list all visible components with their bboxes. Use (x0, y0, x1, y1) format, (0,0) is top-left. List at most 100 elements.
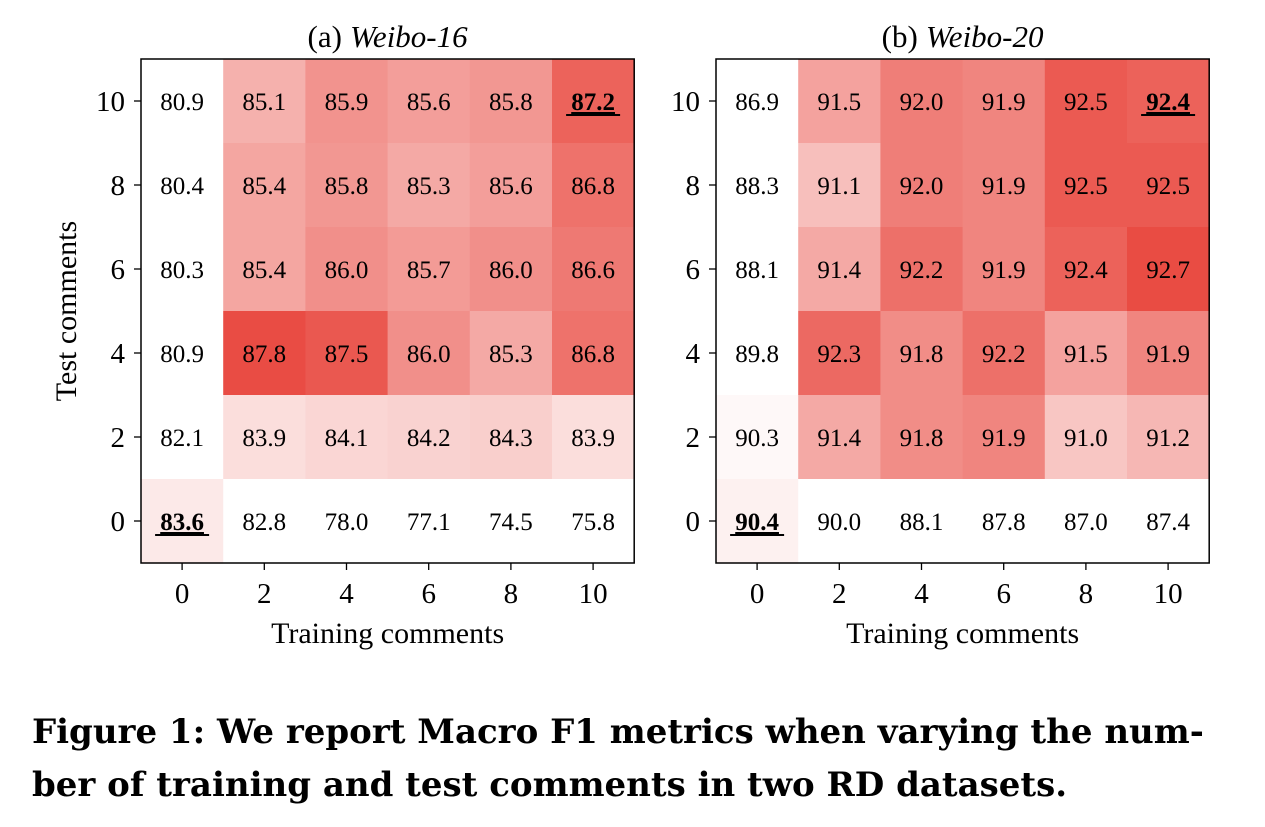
x-tick-label: 4 (339, 578, 354, 610)
cell-value-label: 91.0 (1064, 425, 1108, 452)
x-tick-label: 0 (175, 578, 190, 610)
x-tick-label: 2 (832, 578, 847, 610)
heatmap-cell (962, 311, 1046, 396)
cell-value-label: 80.9 (160, 341, 204, 368)
cell-value-label: 87.4 (1146, 509, 1190, 536)
heatmap-cell (716, 227, 799, 312)
y-tick-label: 8 (111, 170, 126, 202)
figure: 80.9 85.1 85.9 85.6 85.8 87.2 80.4 85.4 85.8 85.3… (50, 19, 1210, 650)
cell-value-label: 86.0 (407, 341, 451, 368)
cell-value-label: 92.0 (900, 173, 944, 200)
heatmap-cell (223, 395, 306, 480)
heatmap-cell (716, 143, 799, 228)
heatmap-cell (962, 479, 1046, 564)
cell-value-label: 83.9 (571, 425, 615, 452)
heatmap-cell (469, 395, 553, 480)
heatmap-cell (387, 311, 471, 396)
heatmap-cell (223, 311, 306, 396)
heatmap-cell (141, 227, 224, 312)
heatmap-cell (962, 227, 1046, 312)
heatmap-cell (798, 143, 881, 228)
cell-value-label: 91.5 (817, 89, 861, 116)
heatmap-cell (552, 311, 635, 396)
cell-value-label: 91.2 (1146, 425, 1190, 452)
plot-frame (715, 58, 1210, 564)
cell-value-label: 92.4 (1064, 257, 1108, 284)
x-tick-label: 10 (579, 578, 608, 610)
caption-line-1: Figure 1: We report Macro F1 metrics whe… (32, 712, 1204, 752)
heatmap-cell (880, 143, 964, 228)
cell-value-label: 86.8 (571, 173, 615, 200)
cell-value-label: 86.8 (571, 341, 615, 368)
cell-value-label: 88.1 (735, 257, 779, 284)
chart-title: (a) Weibo-16 (308, 19, 469, 54)
cell-value-label: 84.3 (489, 425, 533, 452)
heatmap-cell (880, 59, 964, 144)
heatmap-weibo-16: 80.9 85.1 85.9 85.6 85.8 87.2 80.4 85.4 85.8 85.3… (50, 19, 635, 650)
cell-value-label: 91.4 (817, 257, 861, 284)
cell-value-label: 92.4 (1146, 89, 1190, 116)
chart-title-name: Weibo-20 (926, 19, 1044, 54)
cell-value-label: 92.2 (982, 341, 1026, 368)
heatmap-cell (798, 227, 881, 312)
y-tick-label: 6 (686, 254, 701, 286)
cell-value-label: 87.8 (242, 341, 286, 368)
cell-value-label: 85.8 (325, 173, 369, 200)
y-tick-label: 2 (686, 422, 701, 454)
cell-value-label: 85.8 (489, 89, 533, 116)
cell-value-label: 85.9 (325, 89, 369, 116)
heatmap-cell (798, 395, 881, 480)
heatmap-cell (223, 479, 306, 564)
cell-value-label: 85.3 (489, 341, 533, 368)
heatmap-cell (716, 59, 799, 144)
cell-value-label: 92.5 (1064, 173, 1108, 200)
y-tick-label: 4 (111, 338, 126, 370)
cell-value-label: 85.4 (242, 173, 286, 200)
heatmap-cell (880, 227, 964, 312)
cell-value-label: 90.3 (735, 425, 779, 452)
y-tick-label: 4 (686, 338, 701, 370)
heatmap-cell (552, 59, 635, 144)
y-tick-label: 0 (111, 506, 126, 538)
x-axis-label: Training comments (846, 617, 1079, 650)
heatmap-cell (223, 227, 306, 312)
cell-value-label: 90.0 (817, 509, 861, 536)
y-tick-label: 6 (111, 254, 126, 286)
cell-value-label: 80.9 (160, 89, 204, 116)
x-tick-label: 2 (257, 578, 272, 610)
heatmap-cell (1127, 143, 1210, 228)
cell-value-label: 91.8 (900, 425, 944, 452)
heatmap-cell (387, 143, 471, 228)
cell-value-label: 92.5 (1064, 89, 1108, 116)
heatmap-cell (716, 395, 799, 480)
y-tick-label: 10 (96, 86, 125, 118)
heatmap-cell (1044, 311, 1128, 396)
cell-value-label: 91.4 (817, 425, 861, 452)
cell-value-label: 92.5 (1146, 173, 1190, 200)
cell-value-label: 88.1 (900, 509, 944, 536)
heatmap-cell (305, 395, 389, 480)
y-tick-label: 10 (671, 86, 700, 118)
cell-value-label: 80.3 (160, 257, 204, 284)
x-tick-label: 0 (750, 578, 765, 610)
heatmap-cell (716, 479, 799, 564)
heatmap-cell (469, 311, 553, 396)
heatmap-cell (716, 311, 799, 396)
heatmap-cell (305, 143, 389, 228)
cell-value-label: 85.6 (489, 173, 533, 200)
heatmap-cell (798, 479, 881, 564)
heatmap-cell (1127, 479, 1210, 564)
x-tick-label: 10 (1154, 578, 1183, 610)
cell-value-label: 80.4 (160, 173, 204, 200)
cell-value-label: 91.1 (817, 173, 861, 200)
heatmap-cell (1044, 395, 1128, 480)
cell-value-label: 92.7 (1146, 257, 1190, 284)
cell-value-label: 84.2 (407, 425, 451, 452)
heatmap-cell (141, 311, 224, 396)
cell-value-label: 85.4 (242, 257, 286, 284)
chart-title: (b) Weibo-20 (882, 19, 1044, 54)
cell-value-label: 82.8 (242, 509, 286, 536)
heatmap-cell (880, 479, 964, 564)
cell-value-label: 92.2 (900, 257, 944, 284)
heatmap-cell (387, 59, 471, 144)
